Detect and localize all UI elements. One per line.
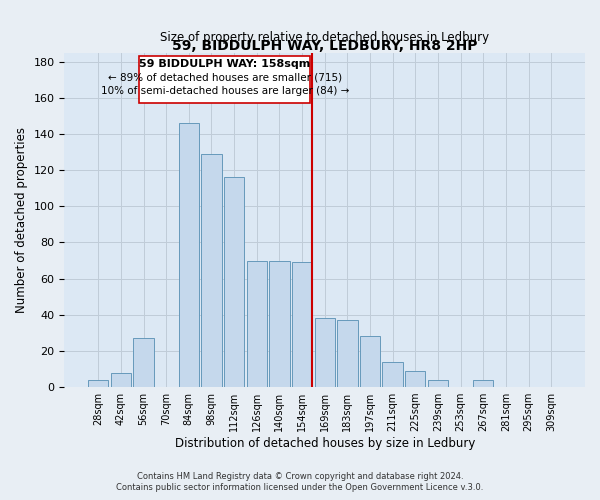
X-axis label: Distribution of detached houses by size in Ledbury: Distribution of detached houses by size … xyxy=(175,437,475,450)
Bar xyxy=(247,260,267,387)
Bar xyxy=(133,338,154,387)
Bar xyxy=(224,178,244,387)
Bar xyxy=(428,380,448,387)
Y-axis label: Number of detached properties: Number of detached properties xyxy=(15,127,28,313)
Bar xyxy=(360,336,380,387)
Text: 10% of semi-detached houses are larger (84) →: 10% of semi-detached houses are larger (… xyxy=(101,86,349,96)
Bar xyxy=(314,318,335,387)
Bar xyxy=(405,371,425,387)
FancyBboxPatch shape xyxy=(139,56,310,103)
Bar xyxy=(337,320,358,387)
Text: Contains public sector information licensed under the Open Government Licence v.: Contains public sector information licen… xyxy=(116,483,484,492)
Bar xyxy=(382,362,403,387)
Text: Size of property relative to detached houses in Ledbury: Size of property relative to detached ho… xyxy=(160,32,489,44)
Bar xyxy=(269,260,290,387)
Bar xyxy=(292,262,312,387)
Text: 59 BIDDULPH WAY: 158sqm: 59 BIDDULPH WAY: 158sqm xyxy=(139,59,310,69)
Text: Contains HM Land Registry data © Crown copyright and database right 2024.: Contains HM Land Registry data © Crown c… xyxy=(137,472,463,481)
Title: 59, BIDDULPH WAY, LEDBURY, HR8 2HP: 59, BIDDULPH WAY, LEDBURY, HR8 2HP xyxy=(172,38,478,52)
Bar xyxy=(473,380,493,387)
Bar xyxy=(88,380,109,387)
Bar xyxy=(111,372,131,387)
Text: ← 89% of detached houses are smaller (715): ← 89% of detached houses are smaller (71… xyxy=(107,72,342,83)
Bar xyxy=(179,123,199,387)
Bar xyxy=(201,154,221,387)
